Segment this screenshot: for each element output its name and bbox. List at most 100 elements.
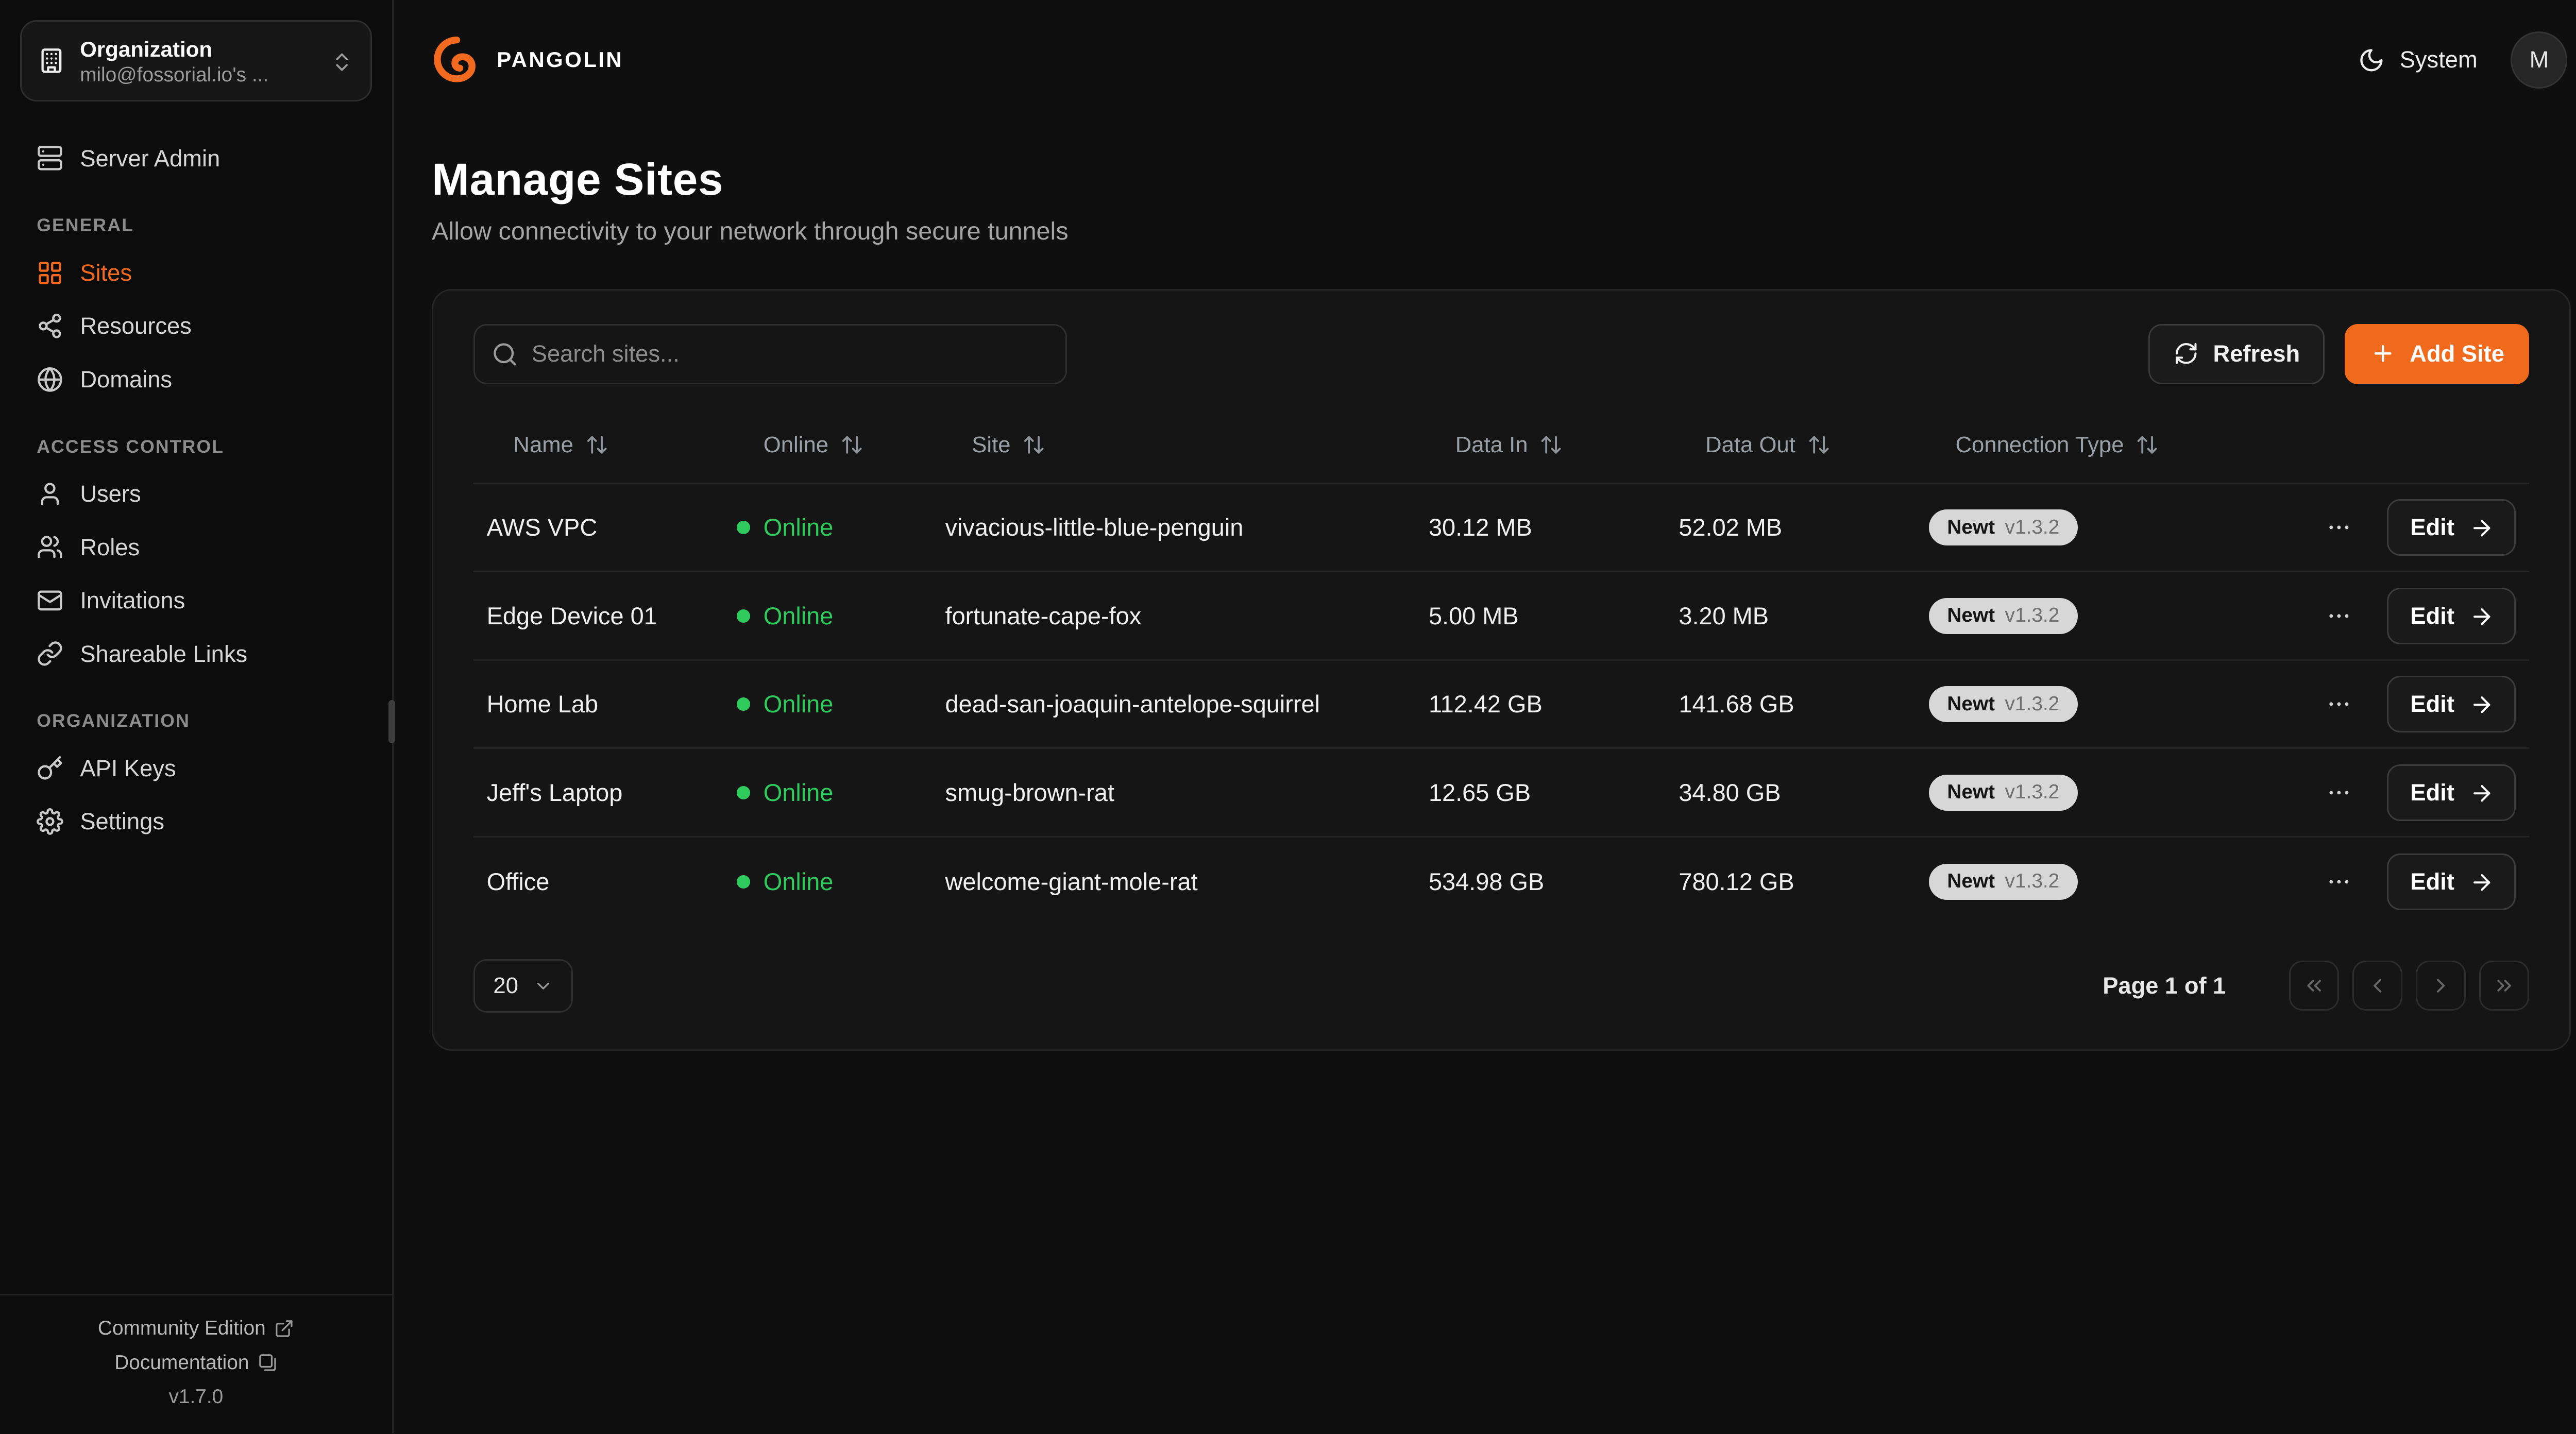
site-slug: welcome-giant-mole-rat (945, 868, 1198, 895)
pangolin-logo (432, 35, 482, 85)
sidebar-item-settings[interactable]: Settings (20, 795, 372, 848)
refresh-label: Refresh (2213, 340, 2300, 367)
globe-icon (37, 366, 63, 393)
online-status: Online (737, 602, 945, 630)
column-header-site[interactable]: Site (945, 432, 1429, 458)
sidebar-resize-handle[interactable] (388, 700, 396, 744)
data-in-value: 30.12 MB (1428, 514, 1532, 541)
page-title: Manage Sites (432, 153, 724, 204)
online-dot (737, 697, 750, 711)
column-header-data-out[interactable]: Data Out (1679, 432, 1928, 458)
org-switcher[interactable]: Organization milo@fossorial.io's ... (20, 20, 372, 102)
user-icon (37, 481, 63, 507)
column-header-online[interactable]: Online (737, 432, 945, 458)
book-icon (258, 1353, 278, 1373)
data-out-value: 3.20 MB (1679, 602, 1769, 629)
sidebar-item-label: Users (80, 481, 141, 507)
sidebar-item-server-admin[interactable]: Server Admin (20, 132, 372, 185)
search-icon (492, 341, 518, 368)
arrow-right-icon (2469, 781, 2493, 804)
arrow-right-icon (2469, 516, 2493, 539)
site-slug: smug-brown-rat (945, 779, 1114, 806)
connection-type-badge: Newt v1.3.2 (1928, 509, 2078, 545)
avatar[interactable]: M (2511, 31, 2568, 89)
sidebar-nav: Server Admin GENERAL Sites Resources Dom (0, 122, 392, 1294)
data-in-value: 112.42 GB (1428, 691, 1543, 718)
plus-icon (2370, 341, 2397, 368)
sidebar-item-invitations[interactable]: Invitations (20, 574, 372, 627)
row-menu-button[interactable] (2317, 506, 2360, 549)
sidebar-item-roles[interactable]: Roles (20, 520, 372, 574)
arrow-right-icon (2469, 604, 2493, 627)
connection-type-cell: Newt v1.3.2 (1928, 686, 2316, 722)
sidebar-item-api-keys[interactable]: API Keys (20, 742, 372, 795)
data-out-value: 34.80 GB (1679, 779, 1781, 806)
column-header-connection-type[interactable]: Connection Type (1929, 432, 2316, 458)
add-site-label: Add Site (2410, 340, 2504, 367)
row-menu-button[interactable] (2317, 860, 2360, 903)
connection-type-badge: Newt v1.3.2 (1928, 686, 2078, 722)
edit-button[interactable]: Edit (2387, 676, 2516, 733)
online-status: Online (737, 868, 945, 896)
sidebar-item-label: API Keys (80, 755, 176, 781)
sidebar-item-label: Shareable Links (80, 640, 248, 667)
sidebar-item-sites[interactable]: Sites (20, 246, 372, 300)
resources-icon (37, 313, 63, 339)
sidebar-footer: Community Edition Documentation v1.7.0 (0, 1294, 392, 1433)
community-edition-link[interactable]: Community Edition (98, 1317, 294, 1340)
first-page-button[interactable] (2289, 961, 2340, 1011)
site-name: Office (486, 868, 550, 895)
site-slug: dead-san-joaquin-antelope-squirrel (945, 691, 1320, 718)
sidebar-item-label: Sites (80, 259, 132, 286)
table-row: Edge Device 01 Online fortunate-cape-fox… (473, 572, 2530, 661)
search-input[interactable] (473, 324, 1067, 384)
page-content: Manage Sites Allow connectivity to your … (394, 120, 2576, 1051)
row-actions: Edit (2316, 764, 2516, 821)
sidebar-item-label: Server Admin (80, 145, 221, 172)
sidebar-item-label: Roles (80, 534, 140, 560)
org-subtitle: milo@fossorial.io's ... (80, 64, 269, 87)
sort-icon (585, 433, 608, 456)
column-header-data-in[interactable]: Data In (1429, 432, 1679, 458)
section-label-general: GENERAL (37, 215, 134, 236)
online-status: Online (737, 779, 945, 807)
server-icon (37, 145, 63, 172)
add-site-button[interactable]: Add Site (2345, 324, 2530, 384)
connection-type-cell: Newt v1.3.2 (1928, 774, 2316, 811)
site-name: Home Lab (486, 691, 599, 718)
column-header-name[interactable]: Name (487, 432, 737, 458)
table-row: AWS VPC Online vivacious-little-blue-pen… (473, 484, 2530, 573)
edit-button[interactable]: Edit (2387, 499, 2516, 556)
table-row: Jeff's Laptop Online smug-brown-rat 12.6… (473, 749, 2530, 838)
search-wrap (473, 324, 1067, 384)
row-menu-button[interactable] (2317, 771, 2360, 814)
sidebar-item-resources[interactable]: Resources (20, 299, 372, 353)
refresh-button[interactable]: Refresh (2148, 324, 2325, 384)
chevron-down-icon (533, 976, 553, 996)
page-indicator: Page 1 of 1 (2103, 972, 2226, 999)
next-page-button[interactable] (2416, 961, 2466, 1011)
last-page-button[interactable] (2479, 961, 2530, 1011)
row-menu-button[interactable] (2317, 594, 2360, 637)
chevrons-left-icon (2302, 974, 2326, 997)
main-area: PANGOLIN System M Manage Sites Allow con… (394, 0, 2576, 1433)
org-title: Organization (80, 37, 213, 61)
online-dot (737, 875, 750, 889)
sidebar-item-users[interactable]: Users (20, 467, 372, 521)
topbar: PANGOLIN System M (394, 0, 2576, 120)
edit-button[interactable]: Edit (2387, 853, 2516, 910)
sidebar-item-domains[interactable]: Domains (20, 353, 372, 406)
community-edition-label: Community Edition (97, 1317, 266, 1340)
page-size-select[interactable]: 20 (473, 959, 573, 1013)
edit-button[interactable]: Edit (2387, 587, 2516, 644)
edit-button[interactable]: Edit (2387, 764, 2516, 821)
prev-page-button[interactable] (2352, 961, 2403, 1011)
page-subtitle: Allow connectivity to your network throu… (432, 217, 1069, 246)
sites-card: Refresh Add Site Name (432, 289, 2571, 1051)
theme-toggle-button[interactable]: System (2358, 46, 2478, 73)
data-in-value: 534.98 GB (1428, 868, 1545, 895)
documentation-link[interactable]: Documentation (114, 1352, 277, 1374)
row-menu-button[interactable] (2317, 682, 2360, 726)
brand[interactable]: PANGOLIN (432, 35, 623, 85)
sidebar-item-shareable-links[interactable]: Shareable Links (20, 627, 372, 680)
